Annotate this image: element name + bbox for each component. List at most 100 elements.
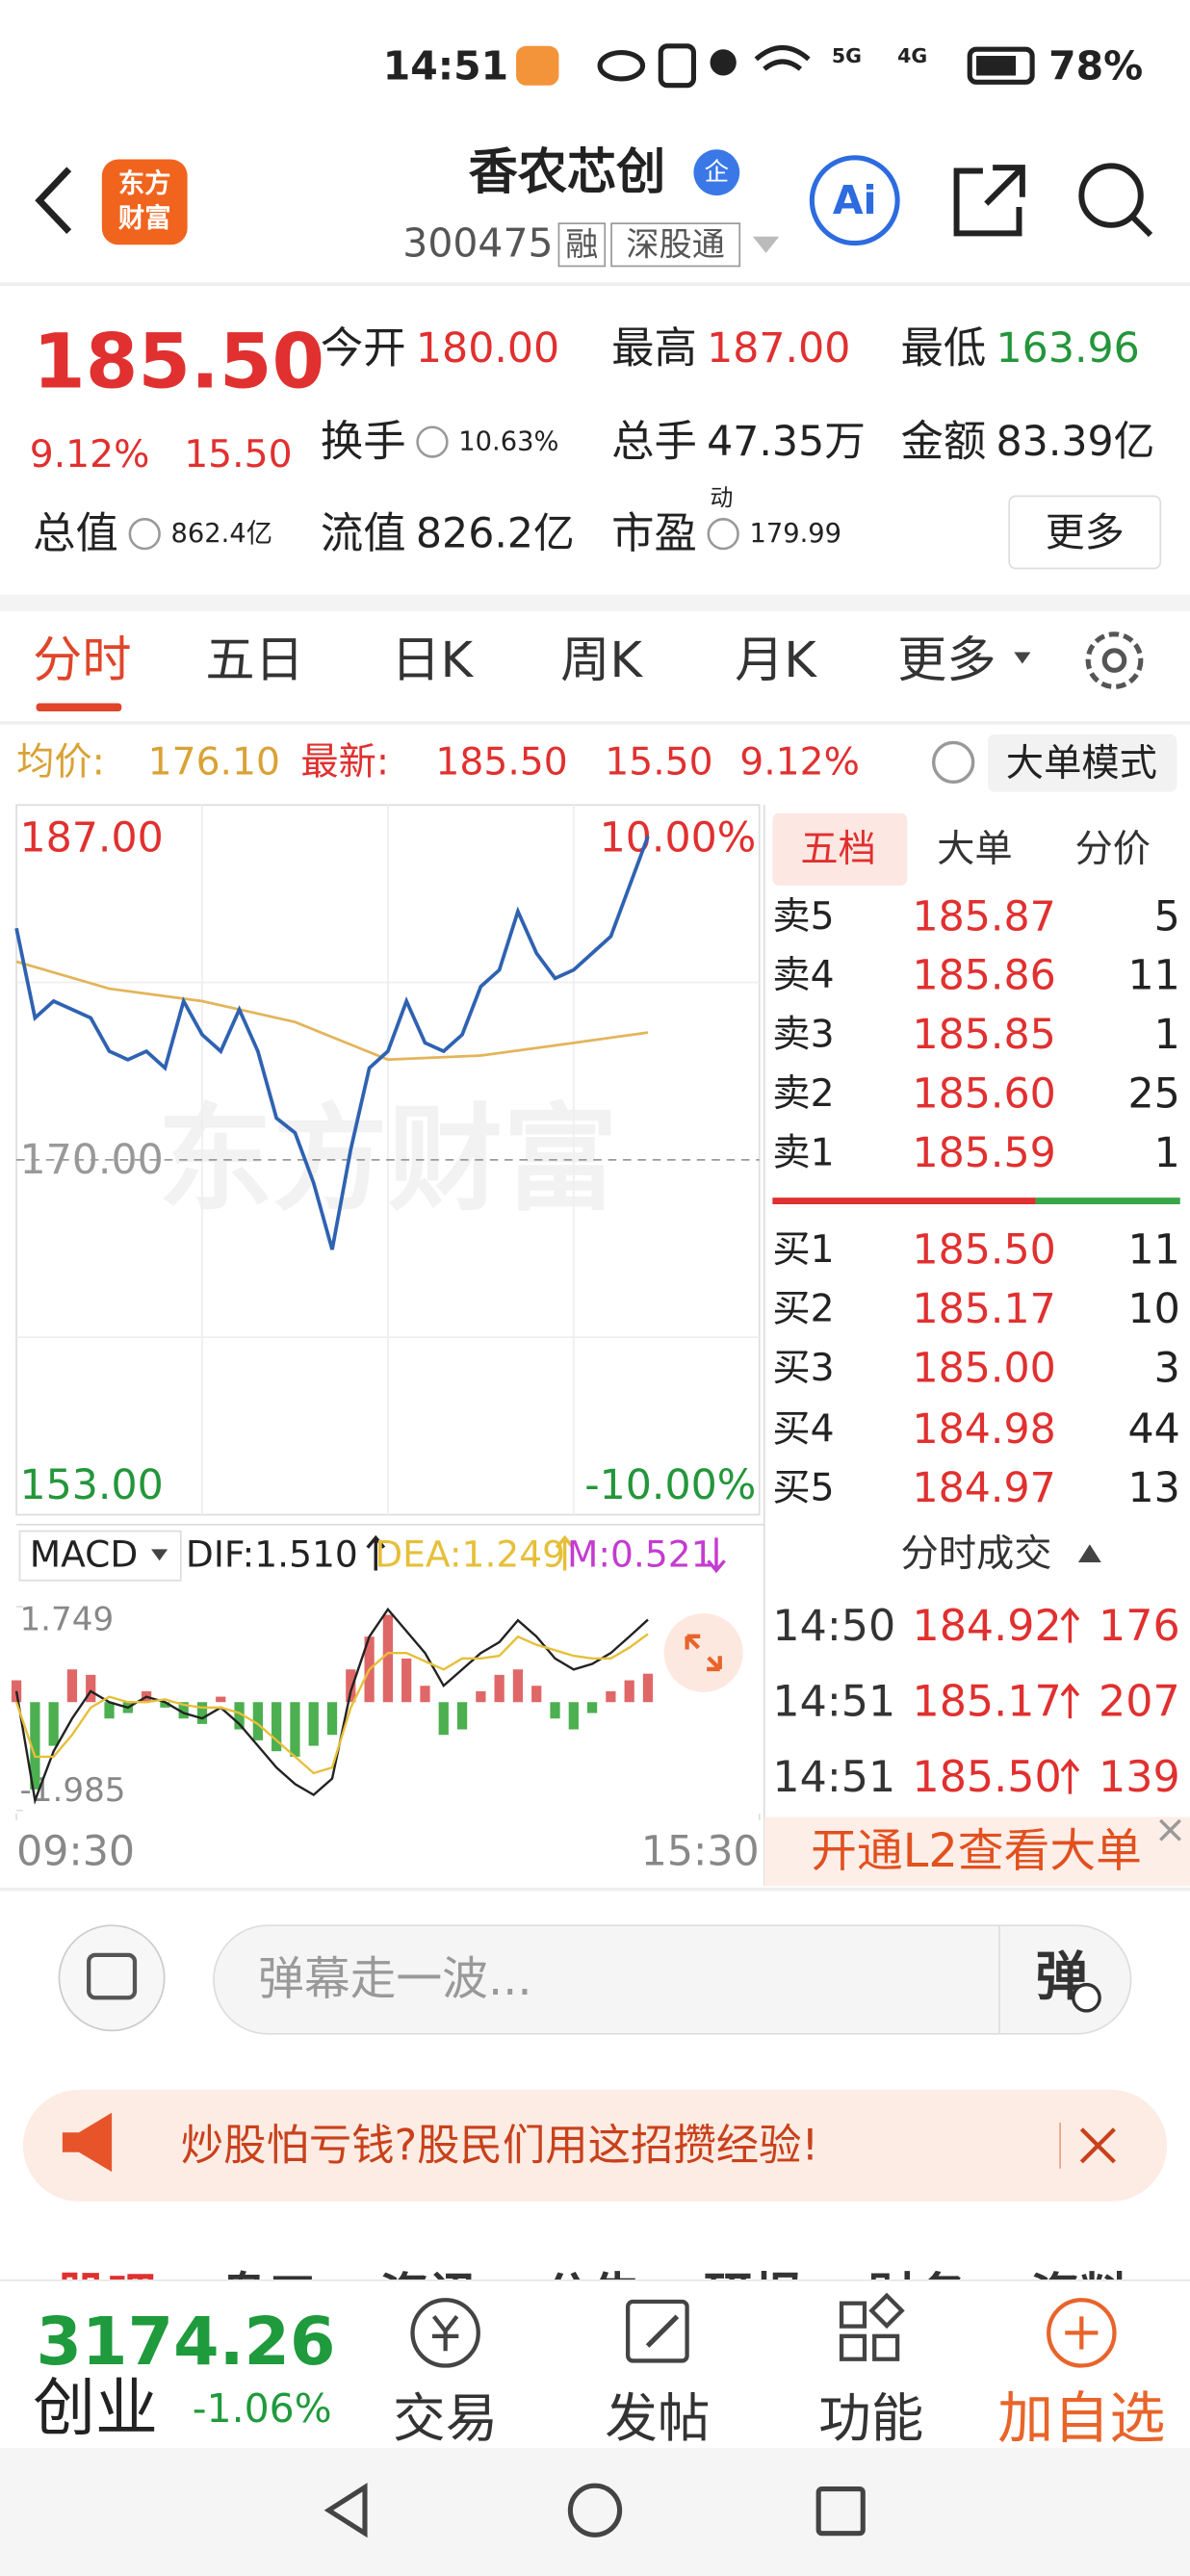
- macd-bar: [196, 1702, 208, 1724]
- more-label[interactable]: 更多: [1046, 509, 1125, 555]
- bottom-action[interactable]: 加自选: [997, 2385, 1165, 2451]
- macd-bar: [568, 1702, 579, 1730]
- l2-banner[interactable]: 开通L2查看大单: [811, 1825, 1142, 1878]
- book-volume: 10: [1127, 1285, 1179, 1333]
- book-volume: 11: [1127, 952, 1179, 1000]
- book-tab[interactable]: 五档: [800, 828, 876, 871]
- y-tick-label: 187.00: [19, 813, 163, 862]
- macd-bar: [550, 1702, 560, 1719]
- help-icon[interactable]: [931, 740, 975, 785]
- close-icon[interactable]: [1159, 1818, 1181, 1842]
- y-tick-label: 153.00: [19, 1461, 163, 1509]
- trend-arrow: [366, 1534, 386, 1571]
- bottom-action[interactable]: 功能: [818, 2387, 923, 2449]
- trade-time: 14:51: [772, 1753, 895, 1802]
- app-logo: [101, 159, 188, 245]
- index-change[interactable]: -1.06%: [193, 2385, 332, 2432]
- book-volume: 13: [1127, 1464, 1179, 1512]
- plus-icon: [1065, 2316, 1099, 2350]
- dropdown-arrow: [1014, 652, 1031, 664]
- ai-label[interactable]: Ai: [833, 177, 877, 223]
- bottom-action[interactable]: 发帖: [605, 2387, 710, 2449]
- field-value: 179.99: [749, 519, 841, 549]
- share-button[interactable]: [953, 165, 1025, 237]
- trade-arrow: [1060, 1758, 1080, 1794]
- legend-entry: DEA:1.249: [375, 1533, 565, 1575]
- macd-bar: [494, 1674, 504, 1703]
- period-tab[interactable]: 分时: [33, 631, 131, 689]
- latest-price: 185.50: [435, 740, 567, 784]
- nav-home[interactable]: [567, 2483, 623, 2537]
- doc-icon: [87, 1952, 138, 2000]
- l2-banner-bg[interactable]: [763, 1816, 1190, 1887]
- nav-recent[interactable]: [815, 2486, 866, 2537]
- trade-time: 14:51: [772, 1678, 895, 1727]
- field-value: 826.2亿: [416, 510, 575, 558]
- danmaku-settings[interactable]: [58, 1924, 166, 2032]
- ai-button[interactable]: [809, 155, 900, 246]
- field-value: 83.39亿: [996, 418, 1155, 466]
- book-tab[interactable]: 分价: [1075, 828, 1151, 871]
- battery-text: 78%: [1048, 42, 1143, 89]
- period-tab[interactable]: 更多: [897, 631, 996, 689]
- indicator-select[interactable]: [18, 1530, 182, 1582]
- book-volume: 3: [1154, 1345, 1180, 1393]
- period-tab[interactable]: 日K: [391, 631, 474, 689]
- macd-bar: [401, 1658, 412, 1703]
- info-icon[interactable]: [707, 518, 739, 551]
- bottom-bar: [0, 2280, 1190, 2448]
- back-button[interactable]: [35, 167, 72, 234]
- book-volume: 25: [1127, 1070, 1179, 1119]
- promo-close[interactable]: [1079, 2127, 1116, 2164]
- macd-bar: [586, 1702, 598, 1713]
- macd-bar: [234, 1702, 245, 1730]
- promo-banner[interactable]: [22, 2089, 1168, 2202]
- location-icon: [710, 49, 737, 76]
- period-tab[interactable]: 五日: [205, 631, 303, 689]
- index-value[interactable]: 3174.26: [37, 2305, 336, 2381]
- period-tab[interactable]: 周K: [560, 631, 643, 689]
- yen-icon: [431, 2315, 459, 2352]
- grid-icon: [839, 2301, 867, 2329]
- macd-bar: [216, 1696, 226, 1703]
- settings-button[interactable]: [1085, 631, 1144, 689]
- book-tab[interactable]: 大单: [937, 828, 1013, 871]
- section-gap: [0, 594, 1190, 611]
- tag-box: [557, 222, 607, 268]
- book-volume: 5: [1154, 892, 1180, 940]
- book-label: 买1: [772, 1228, 834, 1272]
- book-label: 买2: [772, 1288, 834, 1331]
- search-button[interactable]: [1078, 163, 1144, 228]
- field-label: 换手: [321, 418, 406, 467]
- nav-back[interactable]: [323, 2483, 368, 2538]
- info-icon[interactable]: [128, 518, 161, 551]
- add-icon: [1047, 2298, 1117, 2368]
- signal-label: 4G: [897, 44, 927, 67]
- tag: 融: [565, 225, 598, 264]
- comment-placeholder[interactable]: 弹幕走一波...: [258, 1953, 532, 2006]
- grid-icon: [872, 2333, 900, 2361]
- index-name[interactable]: 创业: [33, 2372, 158, 2444]
- mode-label[interactable]: 大单模式: [1006, 742, 1157, 786]
- field-label: 总手: [611, 418, 697, 467]
- mode-button[interactable]: [988, 734, 1177, 792]
- info-icon[interactable]: [416, 425, 449, 458]
- expand-button[interactable]: [663, 1612, 743, 1692]
- legend-entry: DIF:1.510: [186, 1533, 358, 1575]
- bottom-action[interactable]: 交易: [393, 2387, 498, 2449]
- comment-input[interactable]: [213, 1924, 1132, 2035]
- period-tabs: 分时 五日 日K 周K 月K 更多: [33, 631, 996, 689]
- signal-label: 5G: [832, 44, 862, 67]
- y-tick-label: 170.00: [19, 1136, 163, 1184]
- macd-bar: [438, 1702, 449, 1736]
- book-label: 卖5: [772, 895, 834, 939]
- indicator-name[interactable]: MACD: [30, 1533, 139, 1575]
- promo-text[interactable]: 炒股怕亏钱?股民们用这招攒经验!: [181, 2121, 818, 2170]
- macd-bar: [308, 1702, 319, 1746]
- more-button[interactable]: [1008, 495, 1162, 570]
- macd-bar: [66, 1669, 78, 1703]
- dropdown-arrow[interactable]: [752, 236, 780, 253]
- field-value: 47.35万: [707, 418, 866, 466]
- period-tab[interactable]: 月K: [735, 631, 817, 689]
